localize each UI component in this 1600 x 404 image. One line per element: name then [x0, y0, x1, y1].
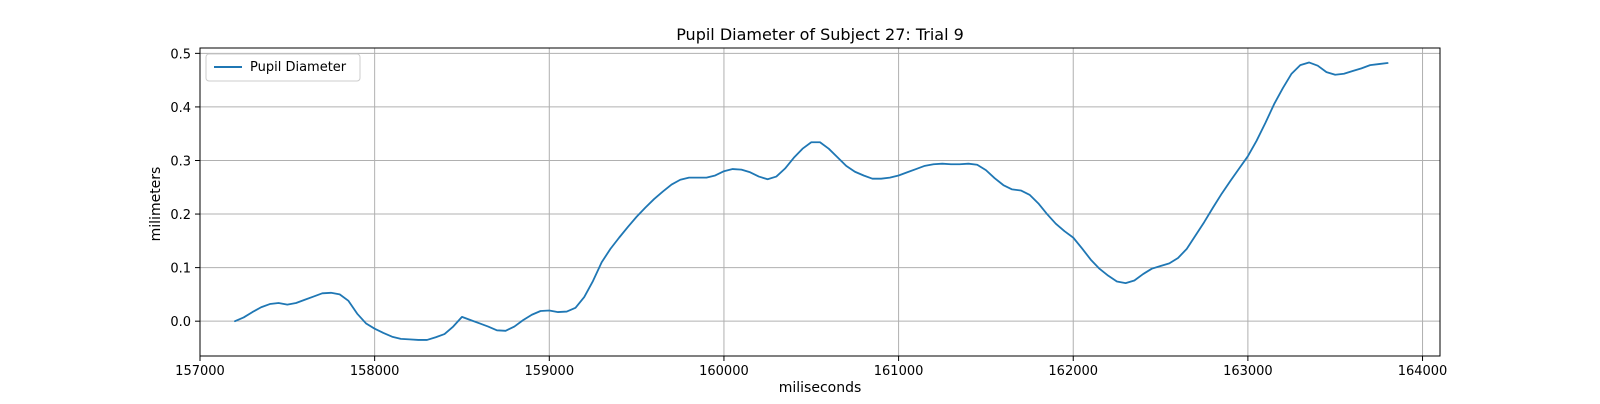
chart-title: Pupil Diameter of Subject 27: Trial 9	[676, 25, 964, 44]
x-tick-label: 163000	[1223, 364, 1273, 379]
legend-box	[205, 53, 361, 82]
grid-layer	[199, 48, 1440, 356]
series-layer	[234, 61, 1389, 341]
y-tick-label: 0.4	[170, 101, 191, 116]
x-tick-label: 158000	[350, 364, 400, 379]
y-tick-label: 0.0	[170, 315, 191, 330]
y-tick-label: 0.1	[170, 262, 191, 277]
tick-layer: 157000 158000 159000 160000 161000 162000 1630…	[170, 47, 1447, 379]
x-tick-label: 162000	[1048, 364, 1098, 379]
y-tick-label: 0.2	[170, 208, 191, 223]
x-tick-label: 157000	[175, 364, 225, 379]
series-line-pupil-diameter	[234, 61, 1389, 341]
y-axis-label: milimeters	[148, 167, 164, 242]
x-tick-label: 161000	[874, 364, 924, 379]
legend: Pupil Diameter	[205, 53, 361, 82]
x-axis-label: miliseconds	[779, 380, 862, 396]
axes-frame	[199, 47, 1441, 357]
legend-label: Pupil Diameter	[250, 60, 347, 75]
x-tick-label: 164000	[1398, 364, 1448, 379]
x-tick-label: 160000	[699, 364, 749, 379]
y-tick-label: 0.5	[170, 47, 191, 62]
y-tick-label: 0.3	[170, 154, 191, 169]
x-tick-label: 159000	[524, 364, 574, 379]
